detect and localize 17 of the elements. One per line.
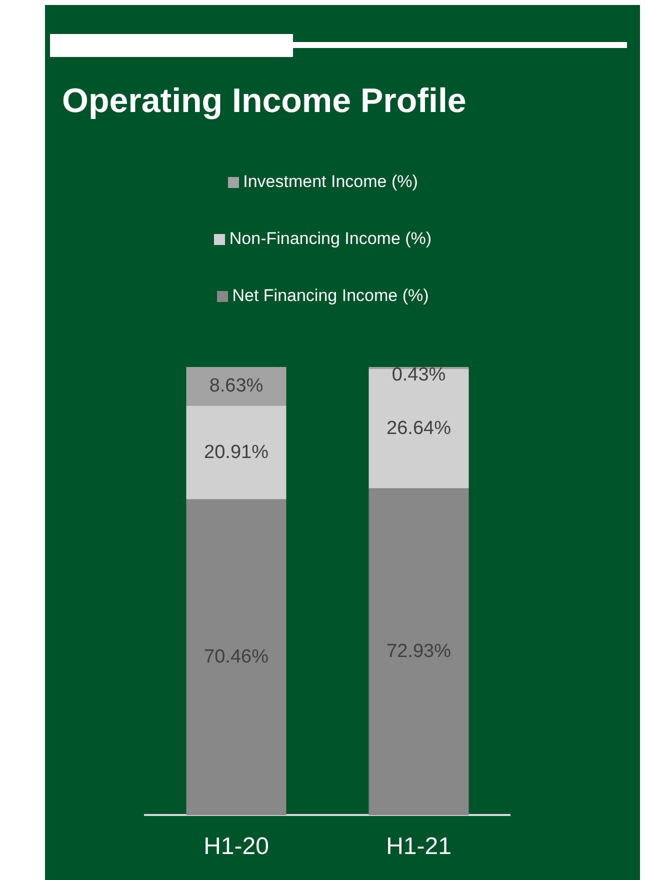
data-label: 8.63% [209,376,264,397]
bar [368,488,469,816]
legend-label: Non-Financing Income (%) [229,229,432,249]
data-label: 20.91% [204,442,269,463]
bar [186,499,286,816]
data-label: 70.46% [204,646,269,668]
legend-label: Investment Income (%) [243,172,418,192]
bar [186,406,286,500]
data-label: 0.43% [392,364,446,386]
bar [186,367,286,406]
chart-title: Operating Income Profile [62,82,466,121]
data-label: 26.64% [386,418,452,439]
x-tick-label: H1-20 [204,833,269,860]
data-label: 72.93% [386,641,452,662]
legend-label: Net Financing Income (%) [232,286,429,306]
x-tick-label: H1-21 [386,833,452,860]
bar [368,368,469,488]
